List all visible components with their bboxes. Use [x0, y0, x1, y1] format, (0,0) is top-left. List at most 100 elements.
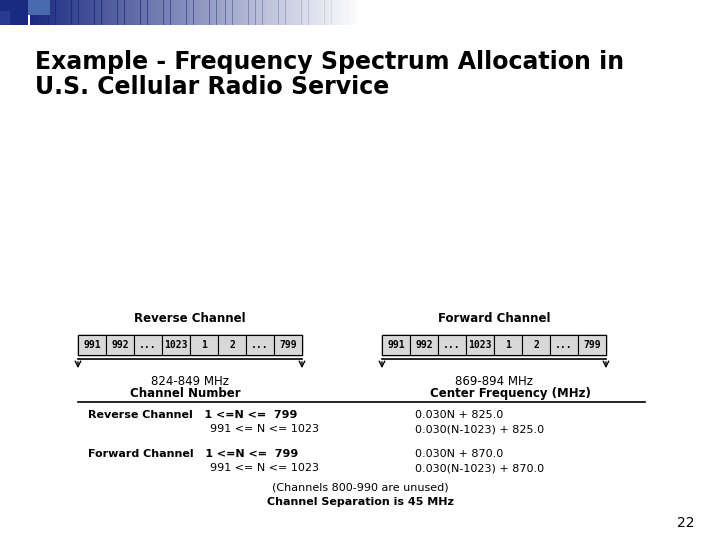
- Bar: [267, 0, 269, 25]
- Text: Forward Channel: Forward Channel: [438, 312, 550, 325]
- Bar: [60, 0, 63, 25]
- Bar: [129, 0, 131, 25]
- Bar: [373, 0, 375, 25]
- Bar: [421, 0, 423, 25]
- Bar: [189, 0, 192, 25]
- Bar: [550, 335, 578, 355]
- Bar: [85, 0, 88, 25]
- Bar: [315, 0, 318, 25]
- Text: 991 <= N <= 1023: 991 <= N <= 1023: [210, 424, 319, 434]
- Bar: [384, 0, 387, 25]
- Bar: [402, 0, 405, 25]
- Bar: [108, 0, 111, 25]
- Bar: [242, 0, 244, 25]
- Bar: [281, 0, 283, 25]
- Bar: [283, 0, 286, 25]
- Bar: [398, 0, 400, 25]
- Bar: [92, 0, 94, 25]
- Bar: [190, 335, 218, 355]
- Bar: [487, 0, 490, 25]
- Bar: [329, 0, 331, 25]
- Bar: [410, 335, 438, 355]
- Bar: [125, 0, 127, 25]
- Bar: [0, 11, 10, 25]
- Bar: [127, 0, 129, 25]
- Bar: [113, 0, 115, 25]
- Bar: [449, 0, 451, 25]
- Bar: [356, 0, 359, 25]
- Bar: [437, 0, 440, 25]
- Bar: [78, 0, 81, 25]
- Bar: [193, 0, 196, 25]
- Bar: [494, 335, 522, 355]
- Text: Channel Separation is 45 MHz: Channel Separation is 45 MHz: [266, 497, 454, 507]
- Bar: [271, 0, 274, 25]
- Bar: [32, 0, 35, 25]
- Bar: [451, 0, 454, 25]
- Bar: [290, 0, 292, 25]
- Bar: [294, 0, 297, 25]
- Text: Forward Channel   1 <=N <=  799: Forward Channel 1 <=N <= 799: [88, 449, 298, 459]
- Bar: [162, 335, 190, 355]
- Bar: [476, 0, 479, 25]
- Bar: [42, 0, 44, 25]
- Bar: [117, 0, 120, 25]
- Bar: [171, 0, 173, 25]
- Bar: [106, 335, 134, 355]
- Bar: [81, 0, 83, 25]
- Bar: [78, 335, 106, 355]
- Bar: [366, 0, 369, 25]
- Bar: [428, 0, 431, 25]
- Bar: [347, 0, 350, 25]
- Text: 1023: 1023: [164, 340, 188, 350]
- Bar: [438, 335, 466, 355]
- Bar: [308, 0, 311, 25]
- Bar: [48, 0, 51, 25]
- Text: 0.030N + 825.0: 0.030N + 825.0: [415, 410, 503, 420]
- Text: 991 <= N <= 1023: 991 <= N <= 1023: [210, 463, 319, 473]
- Bar: [431, 0, 433, 25]
- Bar: [400, 0, 402, 25]
- Bar: [361, 0, 364, 25]
- Text: 991: 991: [84, 340, 101, 350]
- Bar: [207, 0, 210, 25]
- Bar: [253, 0, 256, 25]
- Bar: [168, 0, 171, 25]
- Bar: [102, 0, 104, 25]
- Bar: [219, 0, 221, 25]
- Bar: [73, 0, 76, 25]
- Bar: [99, 0, 102, 25]
- Bar: [393, 0, 396, 25]
- Bar: [370, 0, 373, 25]
- Bar: [46, 0, 48, 25]
- Bar: [181, 0, 184, 25]
- Bar: [71, 0, 74, 25]
- Bar: [389, 0, 391, 25]
- Bar: [223, 0, 225, 25]
- Bar: [405, 0, 408, 25]
- Bar: [474, 0, 477, 25]
- Bar: [439, 0, 442, 25]
- Bar: [364, 0, 366, 25]
- Bar: [387, 0, 389, 25]
- Text: Reverse Channel   1 <=N <=  799: Reverse Channel 1 <=N <= 799: [88, 410, 297, 420]
- Bar: [302, 0, 304, 25]
- Bar: [359, 0, 361, 25]
- Bar: [260, 0, 263, 25]
- Bar: [466, 335, 494, 355]
- Bar: [279, 0, 281, 25]
- Bar: [228, 0, 230, 25]
- Bar: [352, 0, 354, 25]
- Bar: [408, 0, 410, 25]
- Bar: [325, 0, 327, 25]
- Bar: [456, 0, 458, 25]
- Bar: [62, 0, 65, 25]
- Text: 824-849 MHz: 824-849 MHz: [151, 375, 229, 388]
- Bar: [106, 0, 109, 25]
- Bar: [320, 0, 323, 25]
- Bar: [179, 0, 182, 25]
- Bar: [462, 0, 465, 25]
- Bar: [391, 0, 394, 25]
- Bar: [481, 0, 483, 25]
- Bar: [336, 0, 338, 25]
